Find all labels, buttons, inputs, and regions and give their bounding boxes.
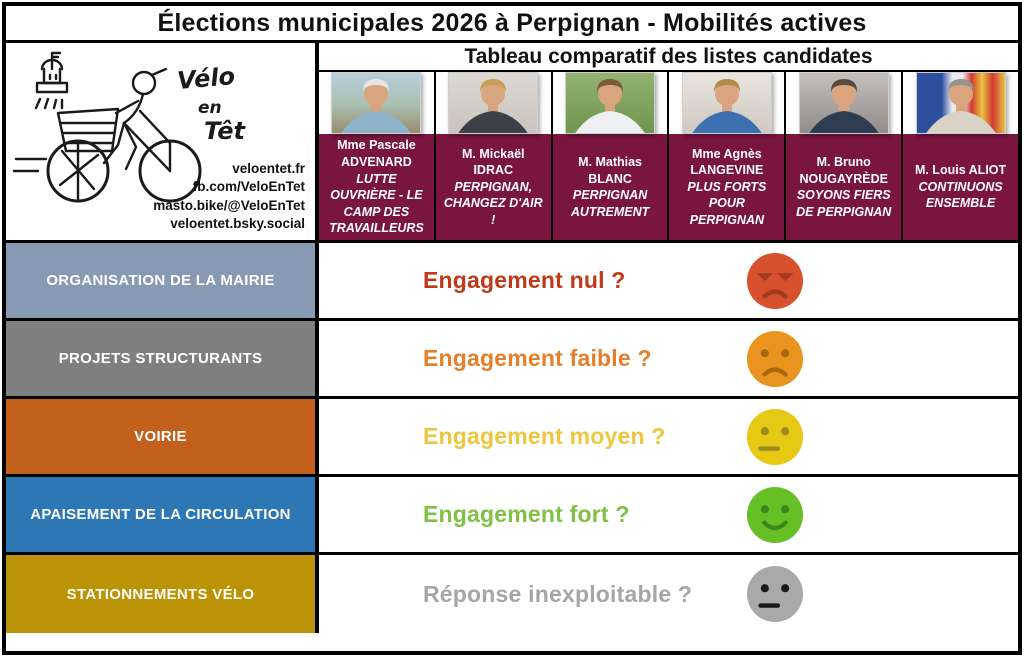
person-silhouette-icon [692,79,762,134]
row-label-text: STATIONNEMENTS VÉLO [66,585,255,603]
row-label-text: ORGANISATION DE LA MAIRIE [46,272,275,289]
row-label: APAISEMENT DE LA CIRCULATION [6,477,319,552]
sad-face-icon [746,330,804,388]
angry-face-icon [746,252,804,310]
table-row: PROJETS STRUCTURANTS Engagement faible ? [6,321,1018,399]
candidate-list-name: CONTINUONS ENSEMBLE [918,179,1003,211]
contact-facebook: fb.com/VeloEnTet [192,179,305,195]
candidate-list-name: PLUS FORTS POUR PERPIGNAN [687,179,767,228]
candidate-list-name: SOYONS FIERS DE PERPIGNAN [796,188,892,219]
candidate-name: M. Mathias BLANC [578,154,643,186]
candidate-list-name: PERPIGNAN AUTREMENT [570,188,650,219]
contact-mastodon: masto.bike/@VeloEnTet [153,197,305,213]
row-label-text: APAISEMENT DE LA CIRCULATION [30,506,291,523]
legend-text: Engagement nul ? [423,267,626,293]
candidate-photo-cell [552,72,670,135]
candidate-photo [681,72,772,135]
header-region: Vélo en Têt veloentet.fr fb.com/VeloEnTe… [6,43,1018,243]
logo-cell: Vélo en Têt veloentet.fr fb.com/VeloEnTe… [6,43,319,240]
candidate-photo-cell [669,72,787,135]
candidate-name: M. Louis ALIOT [914,163,1007,178]
candidate-name-cell: M. Mathias BLANC PERPIGNAN AUTREMENT [553,134,670,240]
page-title: Élections municipales 2026 à Perpignan -… [157,8,867,37]
logo-name-line-3: Têt [204,117,247,145]
row-label: PROJETS STRUCTURANTS [6,321,319,396]
legend-text: Réponse inexploitable ? [423,580,693,607]
legend-text: Engagement fort ? [423,501,630,527]
row-content: Réponse inexploitable ? [319,555,1018,633]
subtitle-band: Tableau comparatif des listes candidates [319,43,1018,73]
row-label-text: VOIRIE [134,428,187,445]
candidate-photo [331,72,422,135]
rows-container: ORGANISATION DE LA MAIRIE Engagement nul… [6,243,1018,651]
candidate-list-name: LUTTE OUVRIÈRE - LE CAMP DES TRAVAILLEUR… [329,171,424,236]
candidate-photo-cell [435,72,553,135]
candidate-photo [915,72,1006,135]
row-label-text: PROJETS STRUCTURANTS [58,350,263,367]
table-subtitle: Tableau comparatif des listes candidates [464,44,873,68]
candidate-name: M. Bruno NOUGAYRÈDE [799,154,888,186]
candidates-header: Tableau comparatif des listes candidates [319,43,1018,240]
candidate-name-cell: Mme Pascale ADVENARD LUTTE OUVRIÈRE - LE… [319,134,436,240]
candidate-photo-cell [903,72,1018,135]
logo-name-line-1: Vélo [176,62,236,95]
candidate-photo [798,72,889,135]
candidate-name: Mme Pascale ADVENARD [337,138,416,169]
photos-row [319,72,1018,135]
legend-text: Engagement faible ? [423,345,652,371]
candidate-name: M. Mickaël IDRAC [461,146,525,178]
person-silhouette-icon [925,79,996,134]
neutral-face-icon [746,408,804,466]
row-label: STATIONNEMENTS VÉLO [6,555,319,633]
candidate-photo [565,72,656,135]
person-silhouette-icon [575,79,645,134]
candidate-name-cell: Mme Agnès LANGEVINE PLUS FORTS POUR PERP… [669,134,787,240]
row-content: Engagement nul ? [319,243,1018,318]
contact-bluesky: veloentet.bsky.social [170,216,305,232]
candidate-name-cell: M. Bruno NOUGAYRÈDE SOYONS FIERS DE PERP… [786,134,904,240]
title-band: Élections municipales 2026 à Perpignan -… [6,6,1018,43]
person-silhouette-icon [341,79,412,134]
happy-face-icon [746,486,804,544]
candidate-name: Mme Agnès LANGEVINE [690,146,764,178]
row-label: ORGANISATION DE LA MAIRIE [6,243,319,318]
contact-website: veloentet.fr [232,160,305,176]
person-silhouette-icon [809,79,879,134]
candidate-list-name: PERPIGNAN, CHANGEZ D'AIR ! [443,179,543,228]
row-content: Engagement fort ? [319,477,1018,552]
row-label: VOIRIE [6,399,319,474]
logo-name-line-2: en [198,98,222,118]
candidate-photo-cell [319,72,436,135]
names-row: Mme Pascale ADVENARD LUTTE OUVRIÈRE - LE… [319,134,1018,240]
velo-en-tet-logo-icon: Vélo en Têt [12,51,247,203]
neutral-gray-face-icon [746,565,804,623]
candidate-name-cell: M. Mickaël IDRAC PERPIGNAN, CHANGEZ D'AI… [436,134,553,240]
table-row: VOIRIE Engagement moyen ? [6,399,1018,477]
person-silhouette-icon [458,79,528,134]
table-row: APAISEMENT DE LA CIRCULATION Engagement … [6,477,1018,555]
row-content: Engagement moyen ? [319,399,1018,474]
candidate-photo-cell [786,72,904,135]
candidate-photo [448,72,539,135]
contact-links: veloentet.fr fb.com/VeloEnTet masto.bike… [153,160,305,235]
row-content: Engagement faible ? [319,321,1018,396]
table-row: ORGANISATION DE LA MAIRIE Engagement nul… [6,243,1018,321]
candidate-name-cell: M. Louis ALIOT CONTINUONS ENSEMBLE [903,134,1018,240]
legend-text: Engagement moyen ? [423,423,666,449]
table-row: STATIONNEMENTS VÉLO Réponse inexploitabl… [6,555,1018,633]
